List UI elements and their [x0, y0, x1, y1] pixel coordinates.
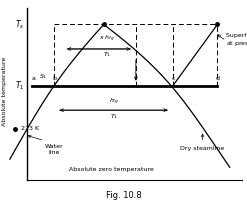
Text: f: f [135, 76, 137, 81]
Text: d: d [215, 76, 219, 81]
Text: $h_{fg}$: $h_{fg}$ [109, 97, 119, 107]
Text: Absolute zero temperature: Absolute zero temperature [69, 167, 154, 172]
Text: $x$ $h_{fg}$: $x$ $h_{fg}$ [100, 34, 115, 44]
Text: Water
line: Water line [45, 144, 64, 155]
Text: $T_1$: $T_1$ [109, 112, 118, 121]
Text: 273 K: 273 K [21, 126, 39, 131]
Text: $T_1$: $T_1$ [15, 79, 25, 92]
Text: c: c [171, 76, 175, 81]
Text: Absolute temperature: Absolute temperature [2, 57, 7, 126]
Text: Superheat line
at pressure $P_1$: Superheat line at pressure $P_1$ [226, 33, 247, 48]
Text: a: a [31, 76, 35, 81]
Text: $T_s$: $T_s$ [15, 18, 25, 31]
Text: $T_1$: $T_1$ [103, 50, 112, 59]
Text: Dry steamline: Dry steamline [180, 146, 225, 151]
Text: $S_1$: $S_1$ [39, 72, 47, 81]
Text: b: b [52, 76, 56, 81]
Text: Fig. 10.8: Fig. 10.8 [106, 191, 141, 200]
